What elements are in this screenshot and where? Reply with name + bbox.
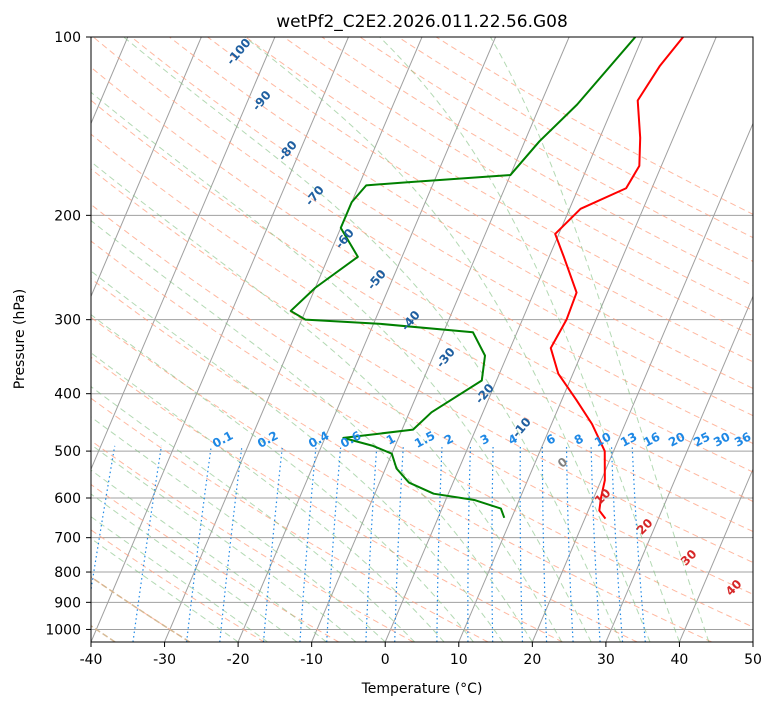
mixing-ratio-line [467, 445, 472, 642]
isotherm-line [458, 37, 717, 642]
dry-adiabat-line [91, 278, 712, 642]
x-tick-label: 10 [450, 652, 468, 668]
moist-adiabat-line [91, 493, 298, 642]
dry-adiabat-line [169, 37, 753, 389]
isotherm-line [605, 295, 753, 642]
y-tick-label: 100 [54, 30, 81, 46]
x-tick-label: 40 [671, 652, 689, 668]
mixing-ratio-line [91, 445, 116, 594]
moist-adiabat-line [91, 537, 239, 642]
y-tick-label: 200 [54, 208, 81, 224]
dry-adiabat-line [91, 483, 340, 642]
y-tick-label: 900 [54, 595, 81, 611]
mixing-ratio-line [491, 445, 494, 642]
mixing-ratio-label: 16 [641, 429, 662, 449]
mixing-ratio-line [565, 445, 574, 642]
moist-adiabat-line [379, 37, 680, 642]
y-tick-label: 300 [54, 313, 81, 329]
isotherm-line [91, 37, 276, 471]
moist-adiabat-line [490, 37, 710, 642]
dry-adiabat-line [91, 168, 753, 563]
moist-adiabat-line [91, 314, 474, 642]
y-tick-label: 700 [54, 531, 81, 547]
reference-adiabat-line [91, 576, 191, 642]
mixing-ratio-line [541, 445, 548, 642]
moist-adiabat-line [244, 37, 651, 642]
mixing-ratio-label: 13 [618, 429, 639, 449]
x-tick-label: -20 [227, 652, 250, 668]
x-tick-label: 20 [523, 652, 541, 668]
dry-adiabat-line [321, 37, 753, 287]
y-tick-label: 800 [54, 565, 81, 581]
chart-lines [91, 37, 753, 642]
dry-adiabat-line [91, 203, 753, 595]
x-tick-label: 30 [597, 652, 615, 668]
x-tick-label: -40 [80, 652, 103, 668]
mixing-ratio-line [365, 445, 378, 642]
x-tick-label: -30 [153, 652, 176, 668]
moist-adiabat-line [91, 352, 445, 642]
isotherm-line [678, 467, 753, 642]
isotherm-line [164, 37, 423, 642]
dry-adiabat-line [91, 133, 753, 533]
y-axis: 1000 900 800 700 600 500 400 300 200 100 [45, 30, 91, 638]
x-tick-label: 0 [381, 652, 390, 668]
mixing-ratio-line [326, 445, 342, 642]
dewpoint-profile-line [289, 37, 637, 519]
y-tick-label: 500 [54, 444, 81, 460]
dry-adiabat-line [283, 37, 753, 312]
moist-adiabat-line [91, 386, 415, 642]
dry-adiabat-line [91, 240, 753, 628]
mixing-ratio-line [394, 445, 404, 642]
moist-adiabat-line [91, 416, 386, 642]
isotherm-line [531, 122, 753, 642]
mixing-ratio-label: 25 [691, 429, 712, 449]
y-tick-label: 1000 [45, 622, 81, 638]
x-tick-label: -10 [300, 652, 323, 668]
moist-adiabat-line [123, 37, 622, 642]
plot-background [91, 37, 753, 642]
x-axis-title: Temperature (°C) [361, 681, 483, 697]
moist-adiabat-line [91, 161, 563, 642]
dry-adiabat-line [91, 316, 638, 642]
isotherm-line [237, 37, 497, 642]
dry-adiabat-line [91, 529, 265, 642]
mixing-ratio-label: 30 [711, 429, 732, 449]
y-axis-title: Pressure (hPa) [12, 289, 28, 389]
dry-adiabat-line [91, 99, 753, 502]
mixing-ratio-label: 36 [732, 429, 753, 449]
temperature-profile-line [549, 37, 684, 520]
mixing-ratio-label: 20 [666, 429, 687, 449]
mixing-ratio-line [519, 445, 524, 642]
moist-adiabat-line [91, 220, 533, 642]
dry-adiabat-line [131, 37, 753, 417]
x-axis: -40 -30 -20 -10 0 10 20 30 40 50 [80, 642, 762, 668]
moist-adiabat-line [91, 469, 327, 642]
isotherm-line [91, 37, 349, 642]
isotherm-line [91, 37, 202, 298]
x-tick-label: 50 [744, 652, 762, 668]
y-tick-label: 600 [54, 491, 81, 507]
mixing-ratio-line [436, 445, 443, 642]
dry-adiabat-line [91, 356, 563, 642]
moist-adiabat-line [91, 444, 357, 642]
plot-frame [90, 36, 754, 643]
mixing-ratio-label: 10 [592, 429, 613, 449]
isotherm-line [384, 37, 644, 642]
chart-title: wetPf2_C2E2.2026.011.22.56.G08 [276, 12, 568, 32]
y-tick-label: 400 [54, 387, 81, 403]
